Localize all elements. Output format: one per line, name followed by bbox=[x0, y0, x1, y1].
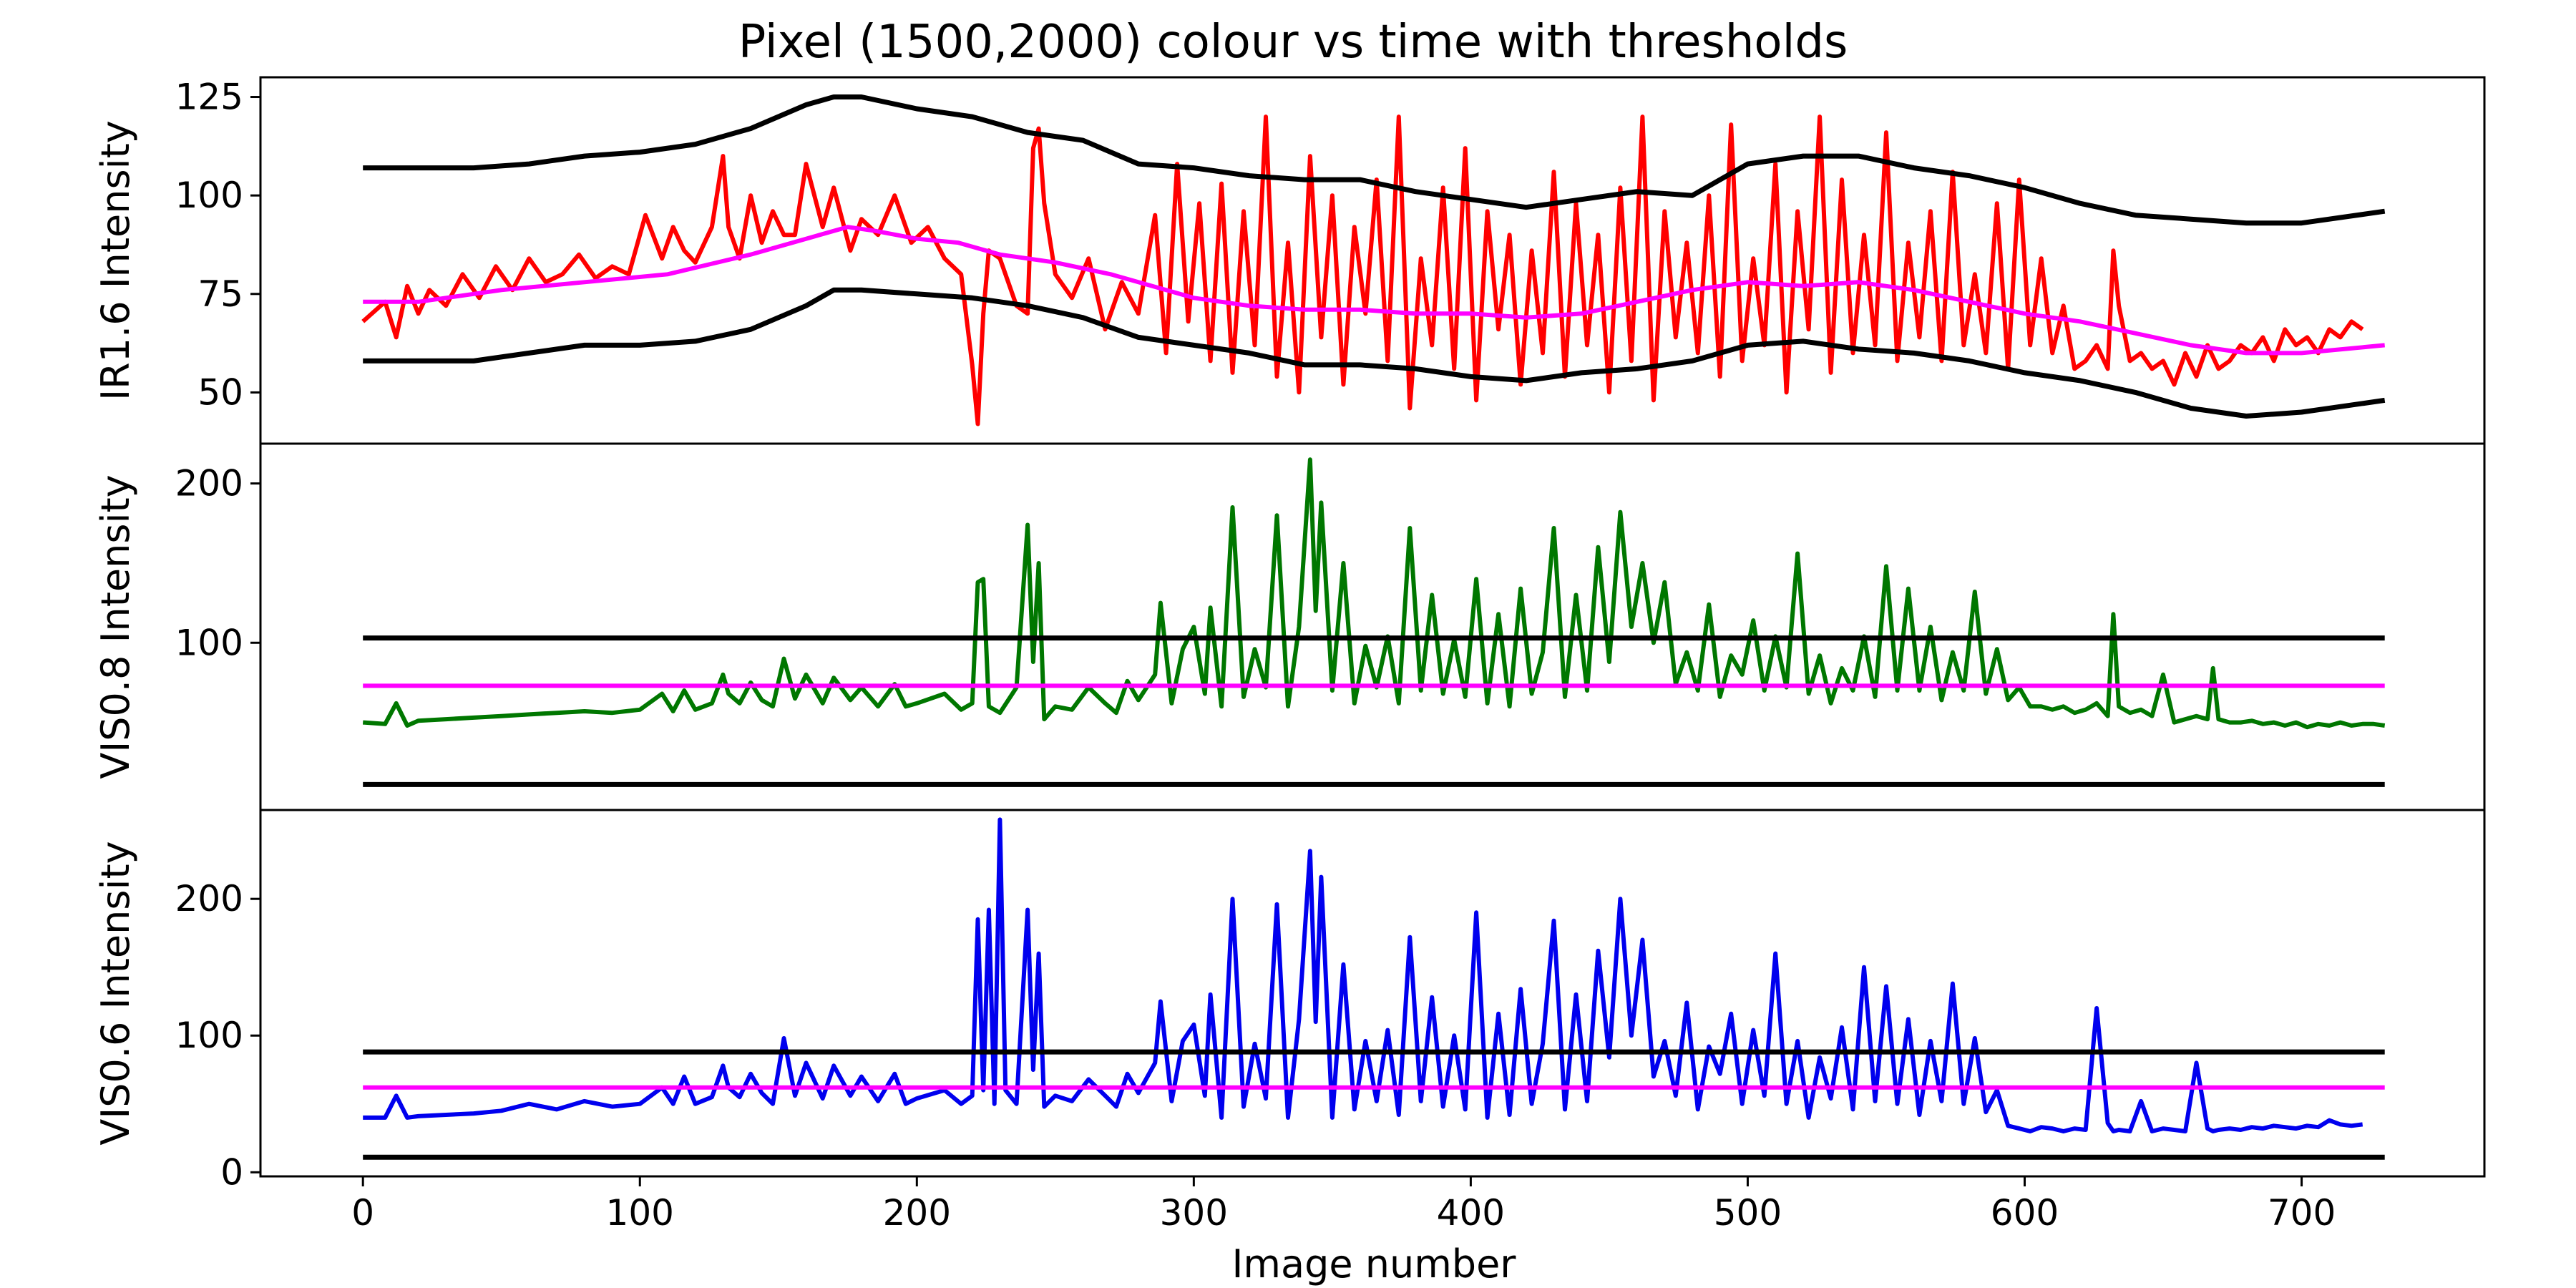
vis08-panel: 100 200 VIS0.8 Intensity bbox=[93, 442, 2486, 811]
ir-mean-line bbox=[363, 225, 2385, 356]
x-tick-label: 600 bbox=[1991, 1192, 2059, 1234]
ir-y-tick-label: 100 bbox=[175, 175, 243, 216]
ir-series-group bbox=[361, 94, 2386, 426]
ir-axes-frame bbox=[259, 76, 2486, 445]
x-tick-label: 100 bbox=[606, 1192, 674, 1234]
vis06-y-axis-label: VIS0.6 Intensity bbox=[93, 841, 138, 1145]
vis06-signal-line bbox=[363, 817, 2363, 1133]
vis08-y-tick-label: 200 bbox=[175, 463, 243, 504]
x-tick-label: 700 bbox=[2268, 1192, 2336, 1234]
vis08-y-tick-label: 100 bbox=[175, 622, 243, 663]
vis08-axes-frame bbox=[259, 442, 2486, 811]
ir-y-tick-label: 75 bbox=[197, 273, 243, 315]
ir-lower-threshold-line bbox=[363, 287, 2386, 419]
x-tick-label: 300 bbox=[1160, 1192, 1228, 1234]
vis06-y-tick-label: 100 bbox=[175, 1015, 243, 1056]
vis08-y-axis-label: VIS0.8 Intensity bbox=[93, 474, 138, 779]
vis06-panel: 0 100 200 VIS0.6 Intensity bbox=[93, 809, 2486, 1193]
x-tick-label: 500 bbox=[1714, 1192, 1782, 1234]
vis06-axes-frame bbox=[259, 809, 2486, 1178]
ir-panel: 50 75 100 125 IR1.6 Intensity bbox=[93, 76, 2486, 445]
ir-upper-threshold-line bbox=[363, 94, 2386, 226]
vis06-series-group bbox=[363, 817, 2385, 1160]
ir-y-tick-label: 50 bbox=[197, 371, 243, 413]
chart-title: Pixel (1500,2000) colour vs time with th… bbox=[738, 16, 1848, 69]
vis08-series-group bbox=[362, 457, 2386, 787]
vis06-y-tick-label: 200 bbox=[175, 878, 243, 919]
vis06-y-tick-label: 0 bbox=[220, 1151, 243, 1193]
x-axis: 0 100 200 300 400 500 600 700 bbox=[351, 1176, 2336, 1234]
x-tick-label: 400 bbox=[1437, 1192, 1505, 1234]
ir-y-axis-label: IR1.6 Intensity bbox=[93, 120, 138, 401]
x-tick-label: 0 bbox=[351, 1192, 374, 1234]
x-axis-label: Image number bbox=[1231, 1241, 1516, 1287]
x-tick-label: 200 bbox=[883, 1192, 951, 1234]
ir-signal-line bbox=[361, 114, 2364, 426]
ir-y-tick-label: 125 bbox=[175, 77, 243, 118]
